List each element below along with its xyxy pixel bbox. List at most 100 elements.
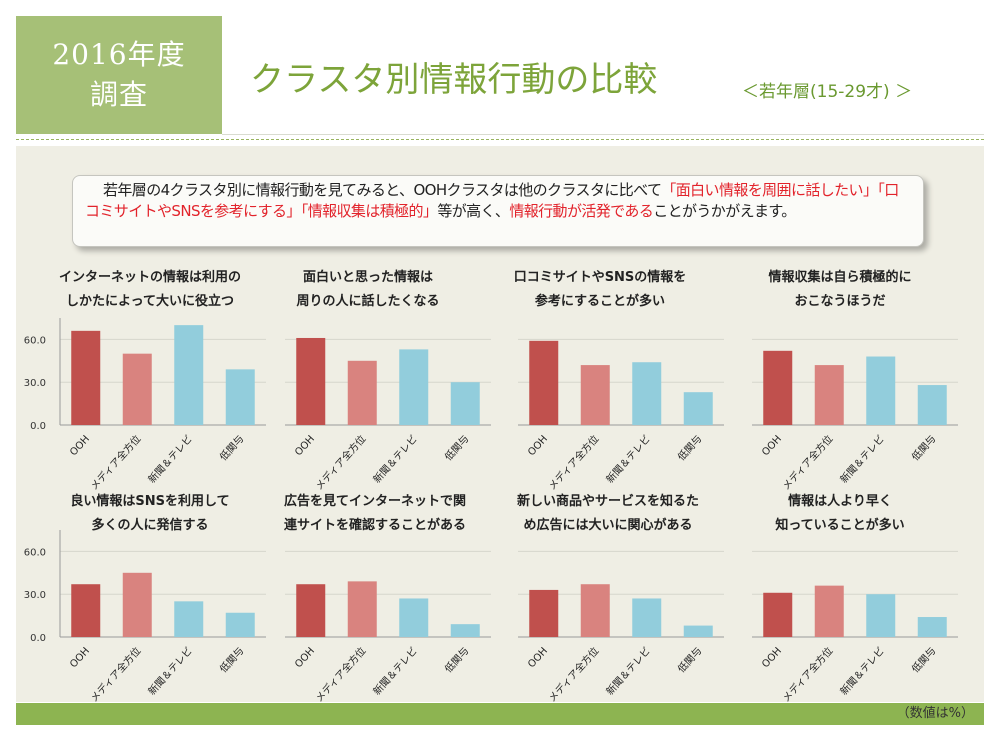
x-tick-label: OOH — [293, 646, 317, 671]
chart-title-5-line1: 良い情報はSNSを利用して — [70, 494, 230, 509]
x-tick-label: 低関与 — [675, 432, 705, 463]
page-title: クラスタ別情報行動の比較 — [250, 60, 658, 100]
x-tick-label: OOH — [68, 434, 92, 459]
bar-2 — [347, 581, 377, 637]
x-tick-label: メディア全方位 — [87, 644, 143, 704]
chart-title-7-line1: 新しい商品やサービスを知るた — [516, 494, 699, 509]
bar-1 — [763, 592, 793, 637]
y-tick-label: 0.0 — [30, 633, 46, 644]
x-tick-label: メディア全方位 — [779, 644, 835, 704]
bar-2 — [580, 584, 610, 637]
page-subtitle: ＜若年層(15-29才) ＞ — [742, 82, 913, 102]
bar-1 — [529, 340, 559, 425]
bar-3 — [174, 325, 204, 425]
chart-title-2-line2: 周りの人に話したくなる — [296, 294, 440, 309]
x-tick-label: OOH — [760, 646, 784, 671]
bar-3 — [174, 601, 204, 637]
y-tick-label: 60.0 — [24, 547, 46, 558]
x-tick-label: 新聞＆テレビ — [837, 432, 887, 485]
bar-3 — [399, 349, 429, 425]
chart-title-1: インターネットの情報は利用の しかたによって大いに役立つ — [50, 266, 250, 314]
bar-2 — [122, 353, 152, 425]
x-tick-label: OOH — [526, 646, 550, 671]
chart-title-8-line1: 情報は人より早く — [788, 494, 892, 509]
bar-4 — [225, 612, 255, 637]
x-tick-label: メディア全方位 — [312, 432, 368, 492]
x-tick-label: 新聞＆テレビ — [145, 432, 195, 485]
x-tick-label: 新聞＆テレビ — [370, 432, 420, 485]
bar-4 — [917, 385, 947, 425]
bar-4 — [450, 624, 480, 637]
badge-survey: 調査 — [89, 78, 148, 111]
x-tick-label: 低関与 — [217, 644, 247, 675]
badge-year: 2016年度 — [52, 38, 186, 71]
x-tick-label: 新聞＆テレビ — [603, 432, 653, 485]
x-tick-label: OOH — [68, 646, 92, 671]
bar-1 — [763, 350, 793, 425]
chart-title-5-line2: 多くの人に発信する — [91, 518, 209, 533]
chart-title-8-line2: 知っていることが多い — [775, 518, 905, 533]
bar-2 — [814, 585, 844, 637]
bar-4 — [683, 625, 713, 637]
chart-title-6: 広告を見てインターネットで関 連サイトを確認することがある — [275, 490, 475, 538]
bar-1 — [296, 337, 326, 425]
chart-title-5: 良い情報はSNSを利用して 多くの人に発信する — [50, 490, 250, 538]
chart-title-2-line1: 面白いと思った情報は — [302, 270, 433, 285]
x-tick-label: 低関与 — [442, 432, 472, 463]
bar-3 — [632, 362, 662, 425]
chart-title-4-line1: 情報収集は自ら積極的に — [768, 270, 912, 285]
footer-bar — [16, 703, 984, 725]
x-tick-label: メディア全方位 — [312, 644, 368, 704]
x-tick-label: 低関与 — [442, 644, 472, 675]
x-tick-label: メディア全方位 — [779, 432, 835, 492]
chart-title-1-line2: しかたによって大いに役立つ — [66, 294, 234, 309]
summary-callout: 若年層の4クラスタ別に情報行動を見てみると、OOHクラスタは他のクラスタに比べて… — [72, 175, 924, 247]
header-rule — [222, 16, 984, 135]
chart-title-6-line2: 連サイトを確認することがある — [283, 518, 466, 533]
y-tick-label: 30.0 — [24, 378, 46, 389]
year-badge: 2016年度 調査 — [16, 16, 222, 134]
summary-text-3: ことがうかがえます。 — [653, 202, 796, 220]
x-tick-label: 低関与 — [909, 432, 939, 463]
bar-1 — [71, 330, 101, 425]
x-tick-label: 新聞＆テレビ — [370, 644, 420, 697]
x-tick-label: OOH — [760, 434, 784, 459]
chart-title-6-line1: 広告を見てインターネットで関 — [283, 494, 466, 509]
chart-title-8: 情報は人より早く 知っていることが多い — [740, 490, 940, 538]
x-tick-label: OOH — [526, 434, 550, 459]
bar-2 — [347, 360, 377, 425]
unit-note: （数値は%） — [896, 706, 974, 721]
chart-title-4: 情報収集は自ら積極的に おこなうほうだ — [740, 266, 940, 314]
bar-1 — [529, 589, 559, 637]
x-tick-label: 低関与 — [217, 432, 247, 463]
chart-title-1-line1: インターネットの情報は利用の — [58, 270, 241, 285]
y-tick-label: 0.0 — [30, 421, 46, 432]
x-tick-label: 新聞＆テレビ — [837, 644, 887, 697]
y-tick-label: 60.0 — [24, 335, 46, 346]
x-tick-label: メディア全方位 — [545, 644, 601, 704]
chart-title-3-line2: 参考にすることが多い — [534, 294, 666, 309]
chart-title-3-line1: 口コミサイトやSNSの情報を — [513, 270, 687, 285]
bar-1 — [71, 584, 101, 637]
chart-title-4-line2: おこなうほうだ — [794, 294, 886, 309]
summary-highlight-2: 情報行動が活発である — [509, 202, 654, 220]
chart-title-7: 新しい商品やサービスを知るた め広告には大いに関心がある — [508, 490, 708, 538]
bar-4 — [683, 392, 713, 425]
summary-text-2: 等が高く、 — [437, 202, 510, 220]
summary-text-1: 若年層の4クラスタ別に情報行動を見てみると、OOHクラスタは他のクラスタに比べて — [103, 181, 662, 199]
bar-4 — [917, 617, 947, 637]
bar-3 — [866, 594, 896, 637]
chart-title-3: 口コミサイトやSNSの情報を 参考にすることが多い — [500, 266, 700, 314]
chart-title-2: 面白いと思った情報は 周りの人に話したくなる — [268, 266, 468, 314]
x-tick-label: 新聞＆テレビ — [603, 644, 653, 697]
bar-1 — [296, 584, 326, 637]
dashed-divider — [16, 139, 984, 140]
x-tick-label: 低関与 — [909, 644, 939, 675]
chart-title-7-line2: め広告には大いに関心がある — [523, 518, 693, 533]
summary-highlight-1: 「面白い情報を周囲に話したい」「口コミサイトやSNSを参考にする」「情報収集は積… — [85, 181, 899, 220]
bar-2 — [580, 365, 610, 425]
x-tick-label: 新聞＆テレビ — [145, 644, 195, 697]
x-tick-label: メディア全方位 — [545, 432, 601, 492]
